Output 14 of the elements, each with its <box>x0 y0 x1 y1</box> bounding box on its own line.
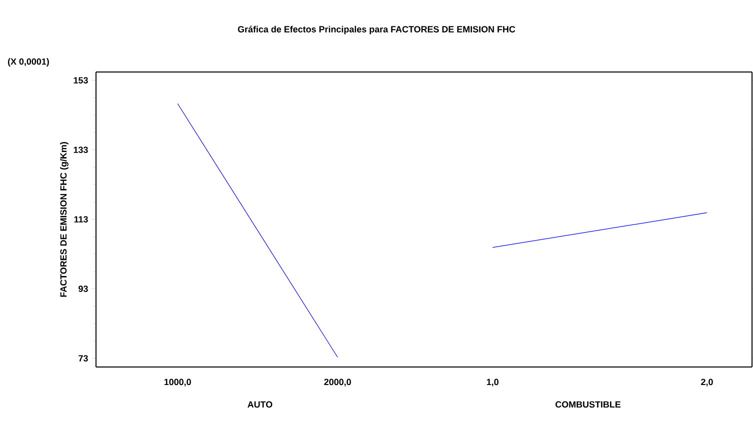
y-tick-label: 153 <box>74 77 88 84</box>
x-axis-title: AUTO <box>248 401 272 408</box>
x-tick-label: 1,0 <box>486 378 498 386</box>
y-tick-label: 93 <box>78 286 88 292</box>
text: (X 0,0001) <box>8 58 49 66</box>
y-tick-label: 133 <box>74 146 88 154</box>
y-axis-title: FACTORES DE EMISION FHC (g/Km) <box>60 142 68 297</box>
x-tick-label: 2000,0 <box>324 378 351 386</box>
x-tick-label: 2,0 <box>701 378 713 386</box>
chart-title: Gráfica de Efectos Principales para FACTORES DE EMISION FHC <box>238 26 516 34</box>
x-tick-label: 1000,0 <box>164 378 191 386</box>
x-axis-title: COMBUSTIBLE <box>556 401 621 408</box>
y-tick-label: 113 <box>74 216 88 222</box>
y-tick-label: 73 <box>78 355 88 362</box>
